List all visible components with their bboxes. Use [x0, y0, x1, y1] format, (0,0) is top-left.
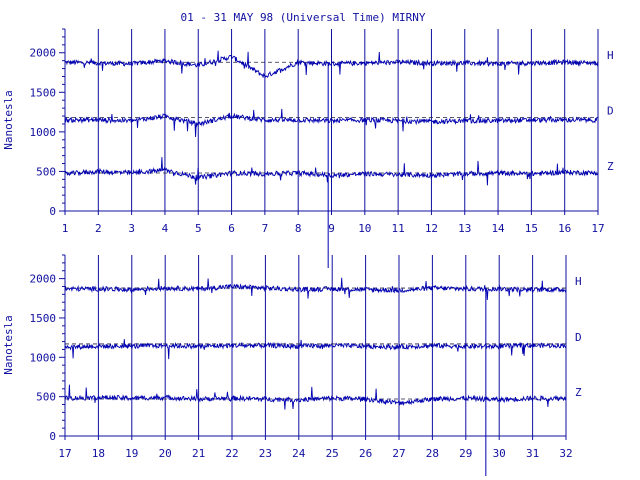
- x-tick-label: 9: [328, 222, 335, 235]
- x-tick-label: 21: [192, 447, 205, 460]
- x-tick-label: 11: [392, 222, 405, 235]
- series-label-D: D: [575, 331, 582, 344]
- series-Z-trace: [64, 384, 567, 410]
- y-tick-label: 1500: [30, 86, 57, 99]
- y-tick-label: 1500: [30, 312, 57, 325]
- x-tick-label: 10: [358, 222, 371, 235]
- x-tick-label: 17: [58, 447, 71, 460]
- y-tick-label: 2000: [30, 47, 57, 60]
- series-label-Z: Z: [607, 160, 614, 173]
- y-tick-label: 500: [36, 391, 56, 404]
- x-tick-label: 28: [426, 447, 439, 460]
- series-label-Z: Z: [575, 386, 582, 399]
- x-tick-label: 12: [425, 222, 438, 235]
- series-label-H: H: [575, 275, 582, 288]
- series-D-trace: [64, 339, 567, 360]
- y-axis-label: Nanotesla: [2, 90, 15, 150]
- x-tick-label: 18: [92, 447, 105, 460]
- x-tick-label: 19: [125, 447, 138, 460]
- series-H-trace: [64, 50, 599, 79]
- y-tick-label: 1000: [30, 351, 57, 364]
- x-tick-label: 6: [228, 222, 235, 235]
- x-tick-label: 8: [295, 222, 302, 235]
- x-tick-label: 15: [525, 222, 538, 235]
- x-tick-label: 5: [195, 222, 202, 235]
- x-tick-label: 2: [95, 222, 102, 235]
- x-tick-label: 22: [225, 447, 238, 460]
- y-tick-label: 500: [36, 165, 56, 178]
- x-tick-label: 14: [491, 222, 505, 235]
- chart-title: 01 - 31 MAY 98 (Universal Time) MIRNY: [180, 11, 425, 24]
- x-tick-label: 16: [558, 222, 571, 235]
- y-tick-label: 0: [49, 205, 56, 218]
- y-tick-label: 2000: [30, 273, 57, 286]
- series-H-trace: [64, 277, 567, 301]
- x-tick-label: 32: [559, 447, 572, 460]
- x-tick-label: 26: [359, 447, 372, 460]
- panel-bottom: 0 500 1000 1500 2000 Nanotesla 17 18 19 20 21 22 23 2…: [2, 254, 582, 476]
- series-label-H: H: [607, 49, 614, 62]
- x-tick-label: 27: [392, 447, 405, 460]
- x-tick-label: 13: [458, 222, 471, 235]
- x-tick-label: 7: [262, 222, 269, 235]
- y-axis-label: Nanotesla: [2, 315, 15, 375]
- series-label-D: D: [607, 105, 614, 118]
- x-tick-label: 29: [459, 447, 472, 460]
- x-tick-label: 31: [526, 447, 539, 460]
- x-tick-label: 3: [128, 222, 135, 235]
- y-tick-label: 0: [49, 430, 56, 443]
- x-tick-label: 17: [591, 222, 604, 235]
- series-Z-trace: [64, 157, 599, 186]
- x-tick-label: 24: [292, 447, 306, 460]
- x-tick-label: 1: [62, 222, 69, 235]
- x-tick-label: 20: [159, 447, 172, 460]
- x-tick-label: 30: [493, 447, 506, 460]
- x-tick-label: 25: [326, 447, 339, 460]
- series-D-trace: [64, 108, 599, 138]
- y-tick-label: 1000: [30, 126, 57, 139]
- x-tick-label: 4: [162, 222, 169, 235]
- x-tick-label: 23: [259, 447, 272, 460]
